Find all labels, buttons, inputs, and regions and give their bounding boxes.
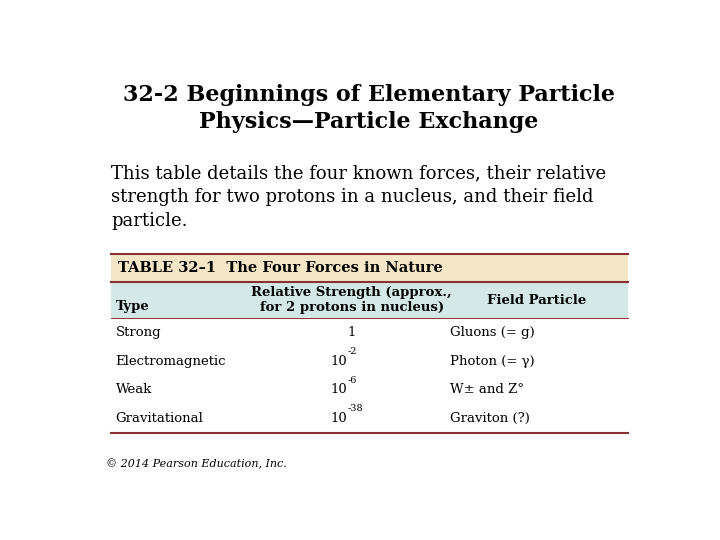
Text: Relative Strength (approx.,
for 2 protons in nucleus): Relative Strength (approx., for 2 proton… [251,286,452,314]
Text: 10: 10 [330,383,347,396]
Text: © 2014 Pearson Education, Inc.: © 2014 Pearson Education, Inc. [106,458,287,469]
Text: Field Particle: Field Particle [487,294,586,307]
Text: Photon (= γ): Photon (= γ) [451,355,535,368]
Text: Electromagnetic: Electromagnetic [116,355,226,368]
Text: 10: 10 [330,355,347,368]
Text: -6: -6 [348,376,357,385]
Bar [111,254,629,282]
Text: -38: -38 [348,404,364,414]
Text: Gluons (= g): Gluons (= g) [451,326,535,339]
Text: TABLE 32–1  The Four Forces in Nature: TABLE 32–1 The Four Forces in Nature [118,261,443,275]
Text: Type: Type [116,300,150,313]
Text: 10: 10 [330,412,347,425]
Text: Gravitational: Gravitational [116,412,204,425]
Text: This table details the four known forces, their relative
strength for two proton: This table details the four known forces… [111,165,606,230]
Text: Graviton (?): Graviton (?) [451,412,531,425]
Text: 32-2 Beginnings of Elementary Particle
Physics—Particle Exchange: 32-2 Beginnings of Elementary Particle P… [123,84,615,133]
Text: Weak: Weak [116,383,152,396]
Text: W± and Z°: W± and Z° [451,383,524,396]
Bar [111,282,629,319]
Text: 1: 1 [348,326,356,339]
Text: -2: -2 [348,347,357,356]
Text: Strong: Strong [116,326,161,339]
